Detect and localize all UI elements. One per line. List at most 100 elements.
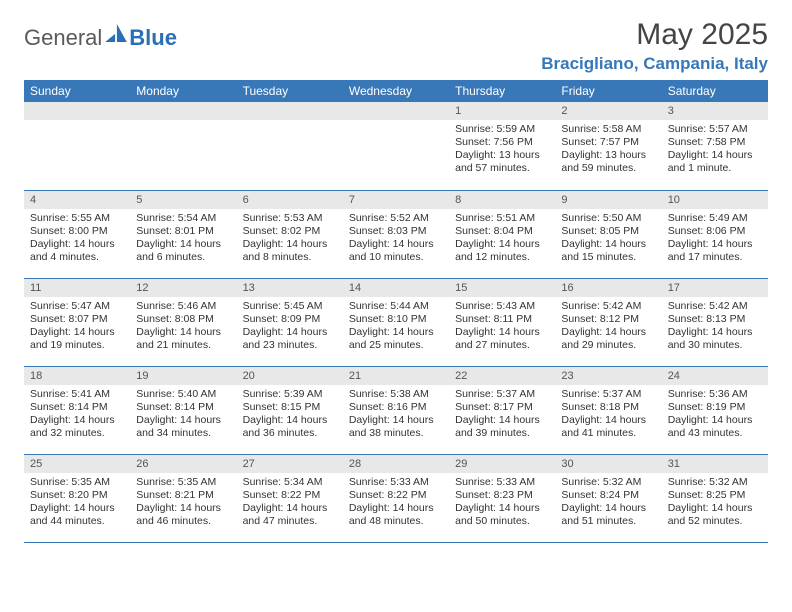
weekday-header: Friday <box>555 80 661 102</box>
day-content: Sunrise: 5:36 AMSunset: 8:19 PMDaylight:… <box>662 385 768 444</box>
sunrise-text: Sunrise: 5:44 AM <box>349 300 443 313</box>
sunrise-text: Sunrise: 5:55 AM <box>30 212 124 225</box>
sunrise-text: Sunrise: 5:47 AM <box>30 300 124 313</box>
day-content: Sunrise: 5:47 AMSunset: 8:07 PMDaylight:… <box>24 297 130 356</box>
day-content: Sunrise: 5:50 AMSunset: 8:05 PMDaylight:… <box>555 209 661 268</box>
calendar-day-cell: 29Sunrise: 5:33 AMSunset: 8:23 PMDayligh… <box>449 454 555 542</box>
day-number: 27 <box>237 455 343 473</box>
day-content: Sunrise: 5:49 AMSunset: 8:06 PMDaylight:… <box>662 209 768 268</box>
daylight-text: Daylight: 14 hours and 39 minutes. <box>455 414 549 440</box>
sunset-text: Sunset: 8:03 PM <box>349 225 443 238</box>
location-label: Bracigliano, Campania, Italy <box>541 54 768 74</box>
daylight-text: Daylight: 14 hours and 6 minutes. <box>136 238 230 264</box>
day-content: Sunrise: 5:40 AMSunset: 8:14 PMDaylight:… <box>130 385 236 444</box>
sunrise-text: Sunrise: 5:50 AM <box>561 212 655 225</box>
daylight-text: Daylight: 13 hours and 59 minutes. <box>561 149 655 175</box>
sunrise-text: Sunrise: 5:51 AM <box>455 212 549 225</box>
sunset-text: Sunset: 8:18 PM <box>561 401 655 414</box>
day-number: 8 <box>449 191 555 209</box>
day-content: Sunrise: 5:32 AMSunset: 8:25 PMDaylight:… <box>662 473 768 532</box>
daylight-text: Daylight: 13 hours and 57 minutes. <box>455 149 549 175</box>
weekday-header: Wednesday <box>343 80 449 102</box>
calendar-day-cell: 21Sunrise: 5:38 AMSunset: 8:16 PMDayligh… <box>343 366 449 454</box>
day-content: Sunrise: 5:37 AMSunset: 8:18 PMDaylight:… <box>555 385 661 444</box>
weekday-header-row: Sunday Monday Tuesday Wednesday Thursday… <box>24 80 768 102</box>
day-number: 31 <box>662 455 768 473</box>
day-number: 30 <box>555 455 661 473</box>
sunset-text: Sunset: 8:00 PM <box>30 225 124 238</box>
sunset-text: Sunset: 8:09 PM <box>243 313 337 326</box>
calendar-day-cell: 23Sunrise: 5:37 AMSunset: 8:18 PMDayligh… <box>555 366 661 454</box>
day-number <box>343 102 449 120</box>
day-number: 2 <box>555 102 661 120</box>
daylight-text: Daylight: 14 hours and 52 minutes. <box>668 502 762 528</box>
month-title: May 2025 <box>541 18 768 52</box>
sunset-text: Sunset: 8:22 PM <box>349 489 443 502</box>
daylight-text: Daylight: 14 hours and 17 minutes. <box>668 238 762 264</box>
day-content: Sunrise: 5:38 AMSunset: 8:16 PMDaylight:… <box>343 385 449 444</box>
calendar-day-cell <box>343 102 449 190</box>
calendar-day-cell: 31Sunrise: 5:32 AMSunset: 8:25 PMDayligh… <box>662 454 768 542</box>
daylight-text: Daylight: 14 hours and 50 minutes. <box>455 502 549 528</box>
calendar-day-cell: 3Sunrise: 5:57 AMSunset: 7:58 PMDaylight… <box>662 102 768 190</box>
brand-part1: General <box>24 25 102 51</box>
calendar-day-cell: 17Sunrise: 5:42 AMSunset: 8:13 PMDayligh… <box>662 278 768 366</box>
sunrise-text: Sunrise: 5:49 AM <box>668 212 762 225</box>
calendar-day-cell: 1Sunrise: 5:59 AMSunset: 7:56 PMDaylight… <box>449 102 555 190</box>
sunrise-text: Sunrise: 5:54 AM <box>136 212 230 225</box>
day-number: 14 <box>343 279 449 297</box>
sunset-text: Sunset: 8:14 PM <box>30 401 124 414</box>
day-number: 29 <box>449 455 555 473</box>
sunrise-text: Sunrise: 5:52 AM <box>349 212 443 225</box>
day-content: Sunrise: 5:44 AMSunset: 8:10 PMDaylight:… <box>343 297 449 356</box>
sunrise-text: Sunrise: 5:37 AM <box>455 388 549 401</box>
day-content: Sunrise: 5:34 AMSunset: 8:22 PMDaylight:… <box>237 473 343 532</box>
calendar-table: Sunday Monday Tuesday Wednesday Thursday… <box>24 80 768 543</box>
daylight-text: Daylight: 14 hours and 23 minutes. <box>243 326 337 352</box>
sunrise-text: Sunrise: 5:32 AM <box>561 476 655 489</box>
sunrise-text: Sunrise: 5:41 AM <box>30 388 124 401</box>
sunrise-text: Sunrise: 5:33 AM <box>349 476 443 489</box>
calendar-body: 1Sunrise: 5:59 AMSunset: 7:56 PMDaylight… <box>24 102 768 542</box>
calendar-page: General Blue May 2025 Bracigliano, Campa… <box>0 0 792 561</box>
calendar-week-row: 1Sunrise: 5:59 AMSunset: 7:56 PMDaylight… <box>24 102 768 190</box>
day-number: 7 <box>343 191 449 209</box>
calendar-week-row: 11Sunrise: 5:47 AMSunset: 8:07 PMDayligh… <box>24 278 768 366</box>
calendar-day-cell: 8Sunrise: 5:51 AMSunset: 8:04 PMDaylight… <box>449 190 555 278</box>
calendar-week-row: 25Sunrise: 5:35 AMSunset: 8:20 PMDayligh… <box>24 454 768 542</box>
calendar-day-cell: 9Sunrise: 5:50 AMSunset: 8:05 PMDaylight… <box>555 190 661 278</box>
sunrise-text: Sunrise: 5:59 AM <box>455 123 549 136</box>
sunset-text: Sunset: 8:12 PM <box>561 313 655 326</box>
sunset-text: Sunset: 8:01 PM <box>136 225 230 238</box>
weekday-header: Monday <box>130 80 236 102</box>
day-content: Sunrise: 5:42 AMSunset: 8:13 PMDaylight:… <box>662 297 768 356</box>
daylight-text: Daylight: 14 hours and 32 minutes. <box>30 414 124 440</box>
sail-icon <box>105 24 127 42</box>
calendar-day-cell: 26Sunrise: 5:35 AMSunset: 8:21 PMDayligh… <box>130 454 236 542</box>
daylight-text: Daylight: 14 hours and 43 minutes. <box>668 414 762 440</box>
daylight-text: Daylight: 14 hours and 38 minutes. <box>349 414 443 440</box>
sunset-text: Sunset: 8:20 PM <box>30 489 124 502</box>
day-content: Sunrise: 5:45 AMSunset: 8:09 PMDaylight:… <box>237 297 343 356</box>
day-content: Sunrise: 5:53 AMSunset: 8:02 PMDaylight:… <box>237 209 343 268</box>
day-number: 19 <box>130 367 236 385</box>
day-content: Sunrise: 5:35 AMSunset: 8:21 PMDaylight:… <box>130 473 236 532</box>
sunset-text: Sunset: 8:13 PM <box>668 313 762 326</box>
day-number: 18 <box>24 367 130 385</box>
sunrise-text: Sunrise: 5:37 AM <box>561 388 655 401</box>
calendar-day-cell: 15Sunrise: 5:43 AMSunset: 8:11 PMDayligh… <box>449 278 555 366</box>
day-number <box>237 102 343 120</box>
daylight-text: Daylight: 14 hours and 29 minutes. <box>561 326 655 352</box>
sunrise-text: Sunrise: 5:42 AM <box>561 300 655 313</box>
day-number: 24 <box>662 367 768 385</box>
calendar-day-cell: 12Sunrise: 5:46 AMSunset: 8:08 PMDayligh… <box>130 278 236 366</box>
sunset-text: Sunset: 8:22 PM <box>243 489 337 502</box>
day-number: 26 <box>130 455 236 473</box>
daylight-text: Daylight: 14 hours and 44 minutes. <box>30 502 124 528</box>
day-number: 21 <box>343 367 449 385</box>
sunset-text: Sunset: 8:05 PM <box>561 225 655 238</box>
calendar-day-cell: 6Sunrise: 5:53 AMSunset: 8:02 PMDaylight… <box>237 190 343 278</box>
calendar-day-cell: 24Sunrise: 5:36 AMSunset: 8:19 PMDayligh… <box>662 366 768 454</box>
sunset-text: Sunset: 8:17 PM <box>455 401 549 414</box>
day-content: Sunrise: 5:35 AMSunset: 8:20 PMDaylight:… <box>24 473 130 532</box>
